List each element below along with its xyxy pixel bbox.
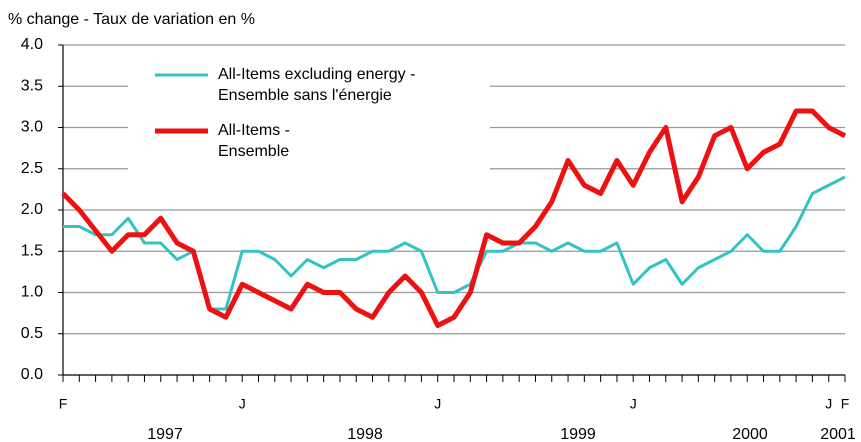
y-axis-title: % change - Taux de variation en % [8, 11, 255, 28]
y-tick-label: 0.0 [21, 366, 43, 383]
year-label: 1998 [347, 426, 383, 442]
y-tick-label: 0.5 [21, 325, 43, 342]
legend-label: All-Items -Ensemble [218, 122, 290, 160]
year-label: 1999 [560, 426, 596, 442]
y-tick-label: 1.5 [21, 242, 43, 259]
x-tick-label: J [239, 396, 246, 412]
y-tick-label: 3.5 [21, 77, 43, 94]
year-label: 1997 [147, 426, 183, 442]
y-tick-label: 3.0 [21, 119, 43, 136]
legend-box [128, 58, 490, 173]
year-label: 2000 [732, 426, 768, 442]
x-tick-label: F [59, 396, 68, 412]
y-tick-label: 2.5 [21, 160, 43, 177]
year-label: 2001 [820, 426, 856, 442]
y-tick-label: 2.0 [21, 201, 43, 218]
x-tick-label: F [841, 396, 850, 412]
y-tick-label: 1.0 [21, 284, 43, 301]
x-tick-label: J [630, 396, 637, 412]
x-tick-label: J [434, 396, 441, 412]
series-line [61, 108, 847, 328]
x-tick-label: J [825, 396, 832, 412]
legend-label: All-Items excluding energy -Ensemble san… [218, 66, 415, 104]
y-tick-label: 4.0 [21, 36, 43, 53]
